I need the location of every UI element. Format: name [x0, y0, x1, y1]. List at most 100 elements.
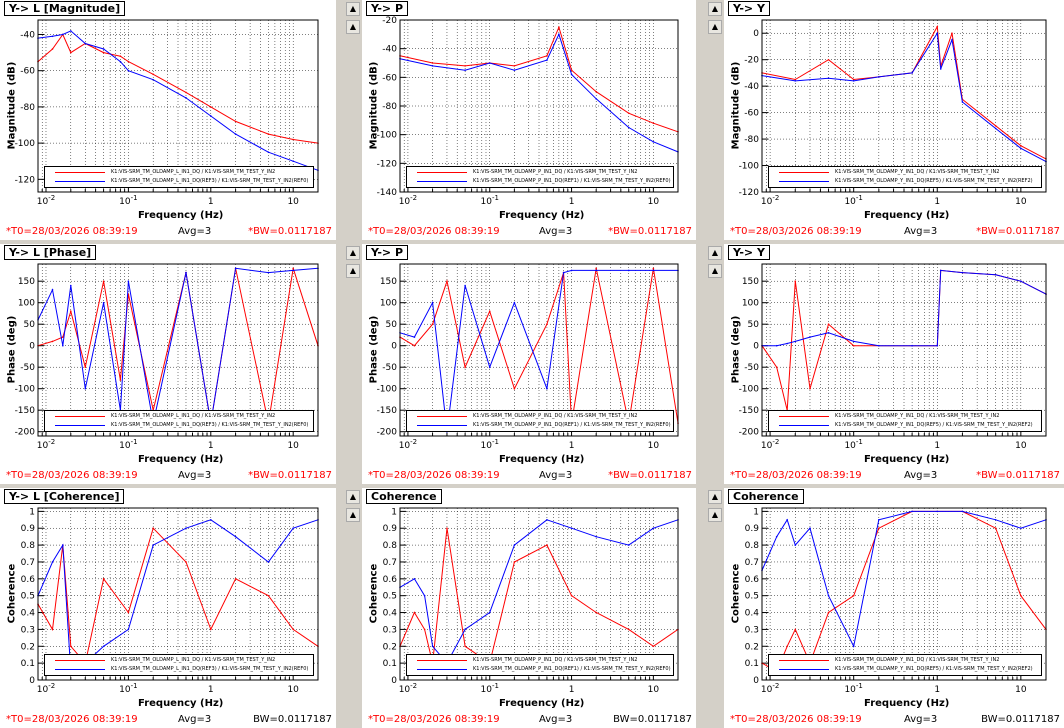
y-axis-label: Magnitude (dB): [368, 61, 380, 150]
data-point: [209, 106, 212, 108]
legend: K1:VIS-SRM_TM_OLDAMP_L_IN1_DQ / K1:VIS-S…: [44, 410, 314, 432]
series-line-1: [399, 528, 679, 664]
y-tick-label: -20: [744, 56, 759, 66]
data-point: [786, 645, 788, 648]
data-point: [292, 138, 294, 141]
data-point: [209, 519, 212, 521]
data-point: [627, 544, 630, 546]
data-point: [652, 527, 655, 530]
data-point: [595, 535, 597, 538]
data-point: [852, 78, 855, 81]
data-point: [488, 611, 491, 614]
legend-label: K1:VIS-SRM_TM_OLDAMP_Y_IN1_DQ / K1:VIS-S…: [835, 657, 1000, 663]
plot-title[interactable]: Coherence: [366, 489, 442, 504]
data-point: [102, 301, 105, 304]
scroll-up-button[interactable]: ▲: [346, 2, 360, 16]
plot-panel[interactable]: -140 -120 -100 -80 -60 -40 -20 10-2 10-1 1 10 Y-> P…: [362, 0, 696, 240]
legend-entry: K1:VIS-SRM_TM_OLDAMP_P_IN1_DQ / K1:VIS-S…: [411, 657, 669, 665]
x-tick-label: 10-1: [119, 194, 137, 207]
plot-canvas: -140 -120 -100 -80 -60 -40 -20 10-2 10-1 1 10: [377, 16, 679, 207]
data-point: [185, 527, 187, 530]
y-tick-label: -50: [20, 363, 35, 373]
plot-panel[interactable]: -120 -100 -80 -60 -40 10-2 10-1 1 10 Y-> L [Magni…: [0, 0, 336, 240]
plot-title[interactable]: Y-> L [Coherence]: [4, 489, 125, 504]
plot-panel[interactable]: 0 0.1 0.2 0.3 0.4 0.5 0.6 0.7 0.8 0.9 1 10-2 10-1 1 10…: [362, 488, 696, 728]
scroll-up-button[interactable]: ▲: [708, 246, 722, 260]
data-point: [794, 78, 797, 81]
plot-title[interactable]: Y-> L [Phase]: [4, 245, 97, 260]
bandwidth-label: *BW=0.0117187: [248, 226, 332, 237]
scroll-up-button[interactable]: ▲: [346, 20, 360, 34]
data-point: [209, 628, 212, 631]
plot-title[interactable]: Y-> Y: [728, 245, 770, 260]
y-tick-label: -20: [382, 16, 397, 26]
y-tick-label: 0: [753, 29, 759, 39]
y-tick-label: 0.6: [383, 575, 398, 585]
averages-label: Avg=3: [904, 226, 938, 237]
scroll-up-button[interactable]: ▲: [346, 508, 360, 522]
scroll-up-button[interactable]: ▲: [346, 490, 360, 504]
scroll-up-button[interactable]: ▲: [346, 246, 360, 260]
x-tick-label: 10: [648, 441, 660, 451]
data-point: [84, 366, 87, 368]
plot-panel[interactable]: -200 -150 -100 -50 0 50 100 150 10-2 10-1 1 10 Y-> P…: [362, 244, 696, 484]
legend-swatch: [779, 416, 829, 417]
plot-panel[interactable]: -200 -150 -100 -50 0 50 100 150 10-2 10-1 1 10 Y-> Y…: [724, 244, 1064, 484]
data-point: [84, 387, 87, 390]
y-tick-label: 0: [29, 342, 35, 352]
scroll-up-button[interactable]: ▲: [346, 264, 360, 278]
plot-frame: [761, 507, 1047, 681]
x-tick-label: 1: [934, 197, 940, 207]
data-point: [1020, 144, 1022, 147]
data-point: [994, 519, 997, 521]
legend-swatch: [779, 660, 829, 661]
plot-title[interactable]: Y-> L [Magnitude]: [4, 1, 126, 16]
x-tick-label: 10: [1015, 685, 1027, 695]
plot-panel[interactable]: 0 0.1 0.2 0.3 0.4 0.5 0.6 0.7 0.8 0.9 1 10-2 10-1 1 10…: [0, 488, 336, 728]
y-tick-label: 0.6: [745, 575, 760, 585]
y-tick-label: -100: [739, 385, 760, 395]
legend-swatch: [417, 660, 467, 661]
legend: K1:VIS-SRM_TM_OLDAMP_P_IN1_DQ / K1:VIS-S…: [406, 166, 674, 188]
bandwidth-label: *BW=0.0117187: [248, 470, 332, 481]
scroll-up-button[interactable]: ▲: [708, 490, 722, 504]
start-time-label: *T0=28/03/2026 08:39:19: [6, 226, 138, 237]
legend-entry: K1:VIS-SRM_TM_OLDAMP_P_IN1_DQ(REF1) / K1…: [411, 178, 671, 186]
averages-label: Avg=3: [178, 714, 212, 725]
y-tick-label: -60: [382, 73, 397, 83]
data-point: [185, 91, 187, 94]
scroll-up-button[interactable]: ▲: [708, 2, 722, 16]
data-point: [62, 336, 64, 338]
legend-swatch: [417, 172, 467, 173]
x-tick-label: 10-2: [399, 438, 417, 451]
scroll-up-button[interactable]: ▲: [708, 508, 722, 522]
plot-panel[interactable]: -200 -150 -100 -50 0 50 100 150 10-2 10-1 1 10 Y-> L…: [0, 244, 336, 484]
plot-title[interactable]: Y-> P: [366, 245, 409, 260]
plot-canvas: -120 -100 -80 -60 -40 10-2 10-1 1 10: [15, 19, 319, 207]
x-tick-label: 10-2: [761, 194, 779, 207]
scroll-up-button[interactable]: ▲: [708, 20, 722, 34]
x-axis-label: Frequency (Hz): [499, 454, 585, 465]
plot-panel[interactable]: -120 -100 -80 -60 -40 -20 0 10-2 10-1 1 10 Y-> Y Mag…: [724, 0, 1064, 240]
scroll-up-button[interactable]: ▲: [708, 264, 722, 278]
y-tick-label: 0: [753, 342, 759, 352]
y-tick-label: 1: [753, 507, 759, 517]
y-tick-label: -200: [739, 428, 760, 438]
data-point: [152, 527, 154, 530]
averages-label: Avg=3: [178, 470, 212, 481]
plot-title[interactable]: Y-> P: [366, 1, 409, 16]
y-tick-label: 0.4: [21, 609, 36, 619]
data-point: [878, 344, 880, 347]
plot-panel[interactable]: 0 0.1 0.2 0.3 0.4 0.5 0.6 0.7 0.8 0.9 1 10-2 10-1 1 10…: [724, 488, 1064, 728]
y-tick-label: 0.9: [745, 524, 760, 534]
plot-title[interactable]: Coherence: [728, 489, 804, 504]
x-tick-label: 1: [569, 197, 575, 207]
data-point: [127, 611, 130, 614]
data-point: [852, 80, 855, 82]
plot-title[interactable]: Y-> Y: [728, 1, 770, 16]
data-point: [994, 127, 997, 130]
data-point: [446, 527, 448, 530]
y-tick-label: 0.7: [383, 558, 397, 568]
legend-swatch: [417, 181, 467, 182]
plot-canvas: -120 -100 -80 -60 -40 -20 0 10-2 10-1 1 10: [739, 19, 1047, 207]
